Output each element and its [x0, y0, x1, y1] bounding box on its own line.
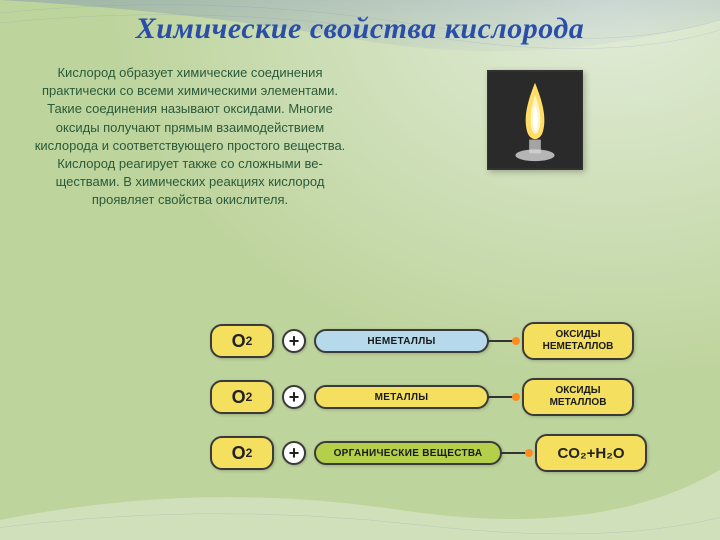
reactant-bar: МЕТАЛЛЫ [314, 385, 489, 409]
connector [500, 441, 533, 465]
content-row: Кислород образует химические соединения … [0, 54, 720, 210]
connector [487, 385, 520, 409]
reactant-bar: ОРГАНИЧЕСКИЕ ВЕЩЕСТВА [314, 441, 502, 465]
o2-pill: O2 [210, 436, 274, 470]
photo-wrap [380, 64, 690, 210]
reactant-bar: НЕМЕТАЛЛЫ [314, 329, 489, 353]
reaction-row-2: O2 + ОРГАНИЧЕСКИЕ ВЕЩЕСТВА CO₂+H₂O [210, 434, 700, 472]
o2-pill: O2 [210, 380, 274, 414]
slide-title: Химические свойства кислорода [0, 12, 720, 46]
connector [487, 329, 520, 353]
plus-icon: + [282, 441, 306, 465]
product-pill: CO₂+H₂O [535, 434, 647, 472]
product-pill: ОКСИДЫ МЕТАЛЛОВ [522, 378, 634, 416]
header: Химические свойства кислорода [0, 0, 720, 54]
description-paragraph: Кислород образует химические соединения … [30, 64, 350, 210]
product-pill: ОКСИДЫ НЕМЕТАЛЛОВ [522, 322, 634, 360]
reaction-row-1: O2 + МЕТАЛЛЫ ОКСИДЫ МЕТАЛЛОВ [210, 378, 700, 416]
reaction-diagram: O2 + НЕМЕТАЛЛЫ ОКСИДЫ НЕМЕТАЛЛОВ O2 + МЕТАЛЛЫ О… [210, 322, 700, 472]
plus-icon: + [282, 329, 306, 353]
plus-icon: + [282, 385, 306, 409]
o2-pill: O2 [210, 324, 274, 358]
reaction-row-0: O2 + НЕМЕТАЛЛЫ ОКСИДЫ НЕМЕТАЛЛОВ [210, 322, 700, 360]
flame-photo [487, 70, 583, 170]
